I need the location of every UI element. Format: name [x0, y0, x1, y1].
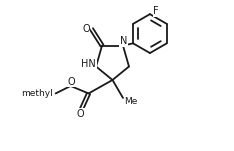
Text: O: O	[77, 109, 84, 119]
Text: N: N	[120, 36, 127, 46]
Text: F: F	[153, 6, 159, 16]
Text: Me: Me	[124, 97, 138, 106]
Text: O: O	[67, 77, 75, 87]
Text: O: O	[82, 24, 90, 34]
Text: methyl: methyl	[21, 89, 53, 98]
Text: HN: HN	[81, 59, 96, 69]
